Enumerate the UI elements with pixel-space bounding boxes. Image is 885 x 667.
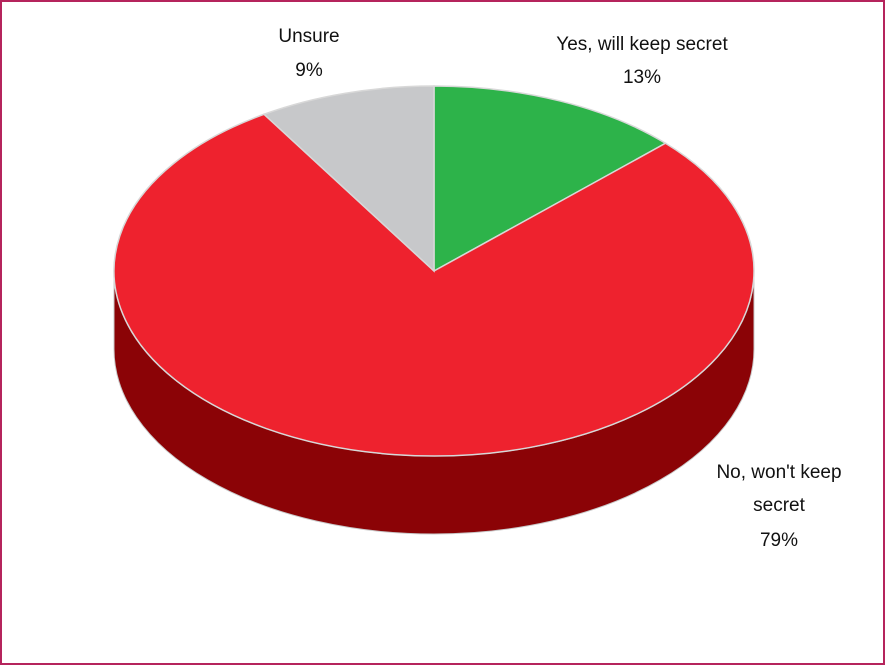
slice-value-yes: 13% xyxy=(623,67,661,88)
slice-label-yes: Yes, will keep secret xyxy=(556,34,728,55)
pie-slice-unsure xyxy=(262,85,435,273)
pie-slice-no xyxy=(113,113,755,457)
slice-label-no: No, won't keep xyxy=(716,462,841,483)
slice-value-no: 79% xyxy=(760,530,798,551)
pie-slice-yes xyxy=(433,85,667,273)
slice-value-unsure: 9% xyxy=(295,60,323,81)
slice-label-unsure: Unsure xyxy=(278,26,339,47)
pie-tops xyxy=(113,85,755,457)
slice-label-no-line2: secret xyxy=(753,495,805,516)
